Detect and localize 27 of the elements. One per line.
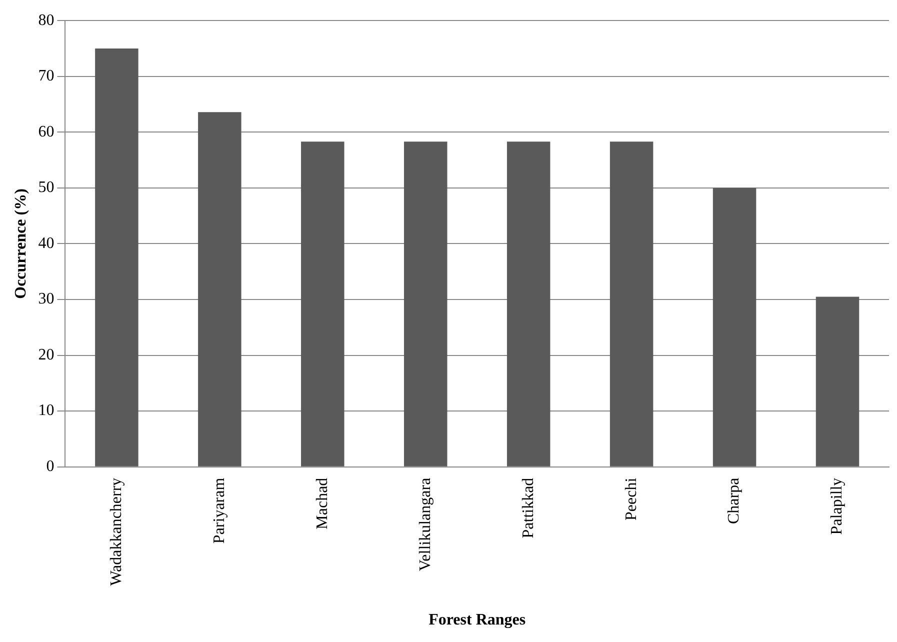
x-tick-label: Pattikkad xyxy=(520,478,537,538)
y-tick-label: 20 xyxy=(38,346,54,364)
x-tick-label: Vellikulangara xyxy=(416,478,434,572)
x-tick-label: Palapilly xyxy=(828,478,846,535)
x-tick-label: Peechi xyxy=(622,477,640,520)
bar xyxy=(506,142,550,466)
bar xyxy=(198,112,242,466)
y-tick-label: 70 xyxy=(38,68,54,85)
bar xyxy=(95,48,138,466)
y-tick-label: 30 xyxy=(38,290,54,308)
y-tick-label: 0 xyxy=(46,458,54,476)
x-tick-label: Machad xyxy=(314,478,331,530)
y-tick-label: 50 xyxy=(38,179,54,196)
bar xyxy=(404,142,448,466)
bar xyxy=(301,142,344,466)
y-tick-label: 80 xyxy=(38,12,54,29)
y-tick-label: 60 xyxy=(38,123,54,140)
x-axis-title: Forest Ranges xyxy=(428,612,526,629)
y-tick-label: 40 xyxy=(38,234,54,252)
bar xyxy=(816,296,860,466)
bar xyxy=(712,188,756,466)
bar xyxy=(610,142,654,466)
x-tick-label: Charpa xyxy=(726,478,743,524)
y-axis-title: Occurrence (%) xyxy=(12,188,30,299)
y-tick-label: 10 xyxy=(38,402,54,420)
x-tick-label: Wadakkancherry xyxy=(108,478,125,586)
x-tick-label: Pariyaram xyxy=(210,477,228,544)
